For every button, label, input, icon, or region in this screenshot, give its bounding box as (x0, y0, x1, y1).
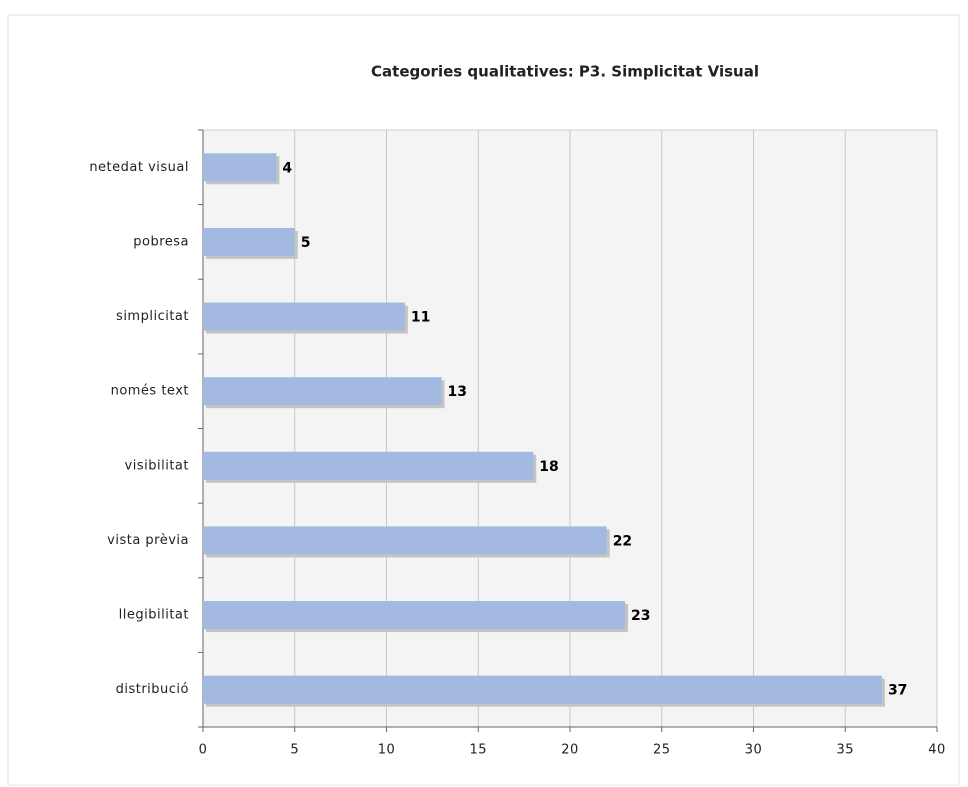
x-tick-label: 25 (653, 743, 671, 758)
y-tick-label: simplicitat (116, 309, 189, 324)
value-label: 5 (301, 235, 311, 251)
value-label: 37 (888, 683, 907, 699)
bar (203, 675, 882, 704)
x-tick-label: 30 (745, 743, 763, 758)
bar (203, 227, 295, 256)
bar (203, 377, 442, 406)
bar (203, 451, 534, 480)
value-label: 13 (448, 384, 467, 400)
x-tick-label: 5 (290, 743, 299, 758)
value-label: 4 (282, 160, 292, 176)
value-label: 18 (539, 459, 558, 475)
y-tick-label: vista prèvia (107, 533, 189, 548)
bar (203, 526, 607, 555)
y-tick-label: visibilitat (125, 458, 189, 473)
value-label: 11 (411, 310, 430, 326)
value-label: 22 (613, 533, 632, 549)
bar (203, 302, 405, 331)
y-tick-label: llegibilitat (119, 608, 189, 623)
bar (203, 153, 277, 182)
value-label: 23 (631, 608, 650, 624)
x-tick-label: 10 (378, 743, 396, 758)
x-tick-label: 20 (561, 743, 579, 758)
x-tick-label: 35 (836, 743, 854, 758)
y-tick-label: netedat visual (89, 160, 189, 175)
y-tick-label: distribució (116, 682, 189, 697)
y-tick-label: pobresa (133, 234, 189, 249)
x-tick-label: 15 (469, 743, 487, 758)
chart-title: Categories qualitatives: P3. Simplicitat… (371, 63, 759, 81)
x-tick-label: 40 (928, 743, 946, 758)
bar (203, 601, 626, 630)
y-tick-label: només text (111, 384, 189, 399)
x-tick-label: 0 (199, 743, 208, 758)
